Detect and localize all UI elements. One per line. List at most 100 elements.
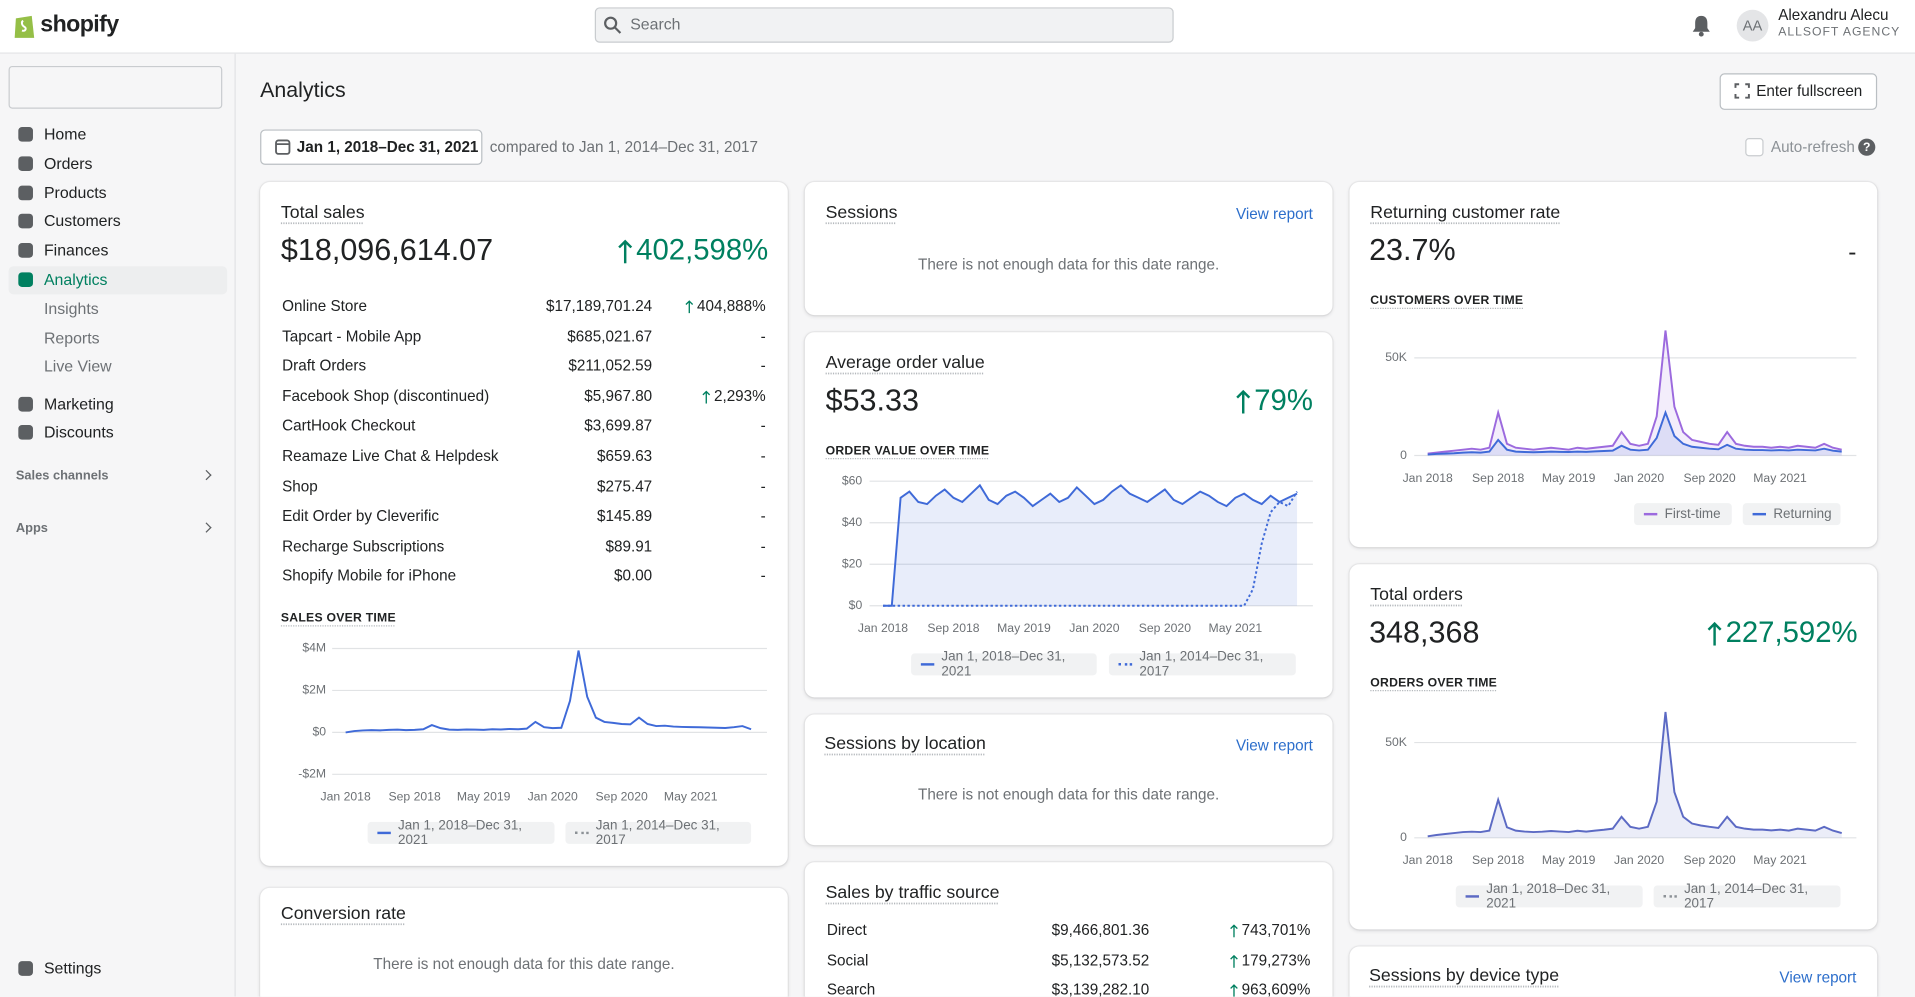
row-amount: $5,967.80: [584, 387, 653, 405]
nav-item[interactable]: Discounts: [43, 422, 114, 442]
empty-message: There is not enough data for this date r…: [917, 785, 1220, 804]
legend-swatch: [1752, 512, 1766, 516]
nav-section[interactable]: Sales channels: [15, 468, 109, 484]
auto-refresh-checkbox[interactable]: [1745, 138, 1764, 157]
view-report-link[interactable]: View report: [1779, 969, 1857, 987]
card-title: Conversion rate: [280, 904, 406, 924]
metric-value: $18,096,614.07: [280, 233, 494, 268]
nav-icon: [18, 185, 33, 201]
legend-item[interactable]: Jan 1, 2014–Dec 31, 2017: [1108, 650, 1296, 679]
card-title: Average order value: [825, 353, 985, 373]
row-change: -: [760, 447, 766, 465]
legend-swatch: [920, 663, 935, 666]
y-tick-label: 50K: [1385, 350, 1407, 364]
up-arrow: [1230, 954, 1238, 968]
legend-item[interactable]: Jan 1, 2014–Dec 31, 2017: [565, 818, 752, 848]
nav-section[interactable]: Apps: [15, 521, 48, 536]
series-area: [1427, 412, 1842, 456]
y-tick-label: $60: [842, 473, 863, 487]
x-tick-label: Jan 2020: [1614, 471, 1664, 485]
row-change: 179,273%: [1241, 951, 1311, 969]
nav-item[interactable]: Products: [43, 183, 107, 202]
legend-item[interactable]: First-time: [1634, 503, 1732, 526]
metric-change: 227,592%: [1725, 616, 1858, 650]
fullscreen-button[interactable]: [1719, 73, 1878, 110]
fullscreen-icon: [1734, 83, 1750, 99]
nav-icon: [18, 961, 33, 976]
row-change-group: 743,701%: [1230, 921, 1310, 939]
help-icon[interactable]: ?: [1858, 138, 1876, 156]
row-change-group: 404,888%: [685, 297, 766, 315]
series-area: [1427, 330, 1842, 456]
compared-range: compared to Jan 1, 2014–Dec 31, 2017: [489, 138, 758, 156]
store-selector[interactable]: [8, 65, 223, 109]
nav-subitem[interactable]: Insights: [43, 299, 99, 318]
card: [804, 181, 1333, 316]
avatar[interactable]: [1736, 9, 1769, 42]
metric-change: -: [1848, 239, 1857, 267]
chart-title: ORDERS OVER TIME: [1370, 676, 1498, 691]
chart-title: SALES OVER TIME: [280, 611, 396, 626]
x-tick-label: Jan 2020: [1614, 853, 1664, 867]
view-report-link[interactable]: View report: [1235, 205, 1313, 223]
card-title: Total orders: [1370, 585, 1463, 605]
nav-icon: [18, 213, 33, 229]
legend-label: Jan 1, 2018–Dec 31, 2021: [941, 649, 1066, 680]
legend-label: Jan 1, 2018–Dec 31, 2021: [398, 818, 523, 848]
row-change: 404,888%: [696, 297, 766, 315]
nav-subitem[interactable]: Reports: [43, 328, 100, 348]
nav-icon: [18, 243, 33, 258]
legend-item[interactable]: Jan 1, 2018–Dec 31, 2021: [911, 650, 1097, 679]
nav-item[interactable]: Analytics: [43, 270, 108, 289]
legend-item[interactable]: Jan 1, 2014–Dec 31, 2017: [1653, 882, 1841, 911]
x-tick-label: May 2019: [457, 790, 511, 804]
nav-icon: [18, 156, 33, 171]
metric-value: $53.33: [825, 383, 919, 418]
auto-refresh-label[interactable]: Auto-refresh: [1770, 138, 1855, 156]
x-tick-label: May 2019: [997, 621, 1051, 635]
x-tick-label: Jan 2018: [858, 621, 908, 635]
x-tick-label: Sep 2018: [927, 621, 979, 635]
up-arrow: [685, 300, 694, 314]
row-change-group: 2,293%: [702, 388, 766, 406]
series-line: [1427, 711, 1842, 838]
legend-item[interactable]: Returning: [1742, 503, 1841, 526]
nav-item[interactable]: Marketing: [43, 394, 114, 414]
search-placeholder[interactable]: Search: [630, 14, 681, 34]
fullscreen-label[interactable]: Enter fullscreen: [1756, 82, 1863, 100]
legend-item[interactable]: Jan 1, 2018–Dec 31, 2021: [1455, 882, 1643, 911]
nav-item[interactable]: Orders: [43, 154, 93, 173]
row-change: -: [760, 357, 766, 375]
x-tick-label: May 2021: [1209, 621, 1263, 635]
card: [1349, 181, 1878, 548]
row-change: 2,293%: [713, 387, 766, 405]
row-change: -: [760, 507, 766, 525]
series-line: [1427, 330, 1842, 455]
nav-subitem[interactable]: Live View: [43, 356, 112, 376]
view-report-link[interactable]: View report: [1235, 737, 1313, 755]
row-name: Draft Orders: [282, 357, 367, 375]
y-tick-label: $0: [313, 725, 327, 739]
nav-item[interactable]: Home: [43, 124, 87, 144]
row-amount: $9,466,801.36: [1051, 921, 1150, 939]
row-name: Edit Order by Cleverific: [282, 507, 440, 525]
date-range-button[interactable]: [260, 129, 483, 165]
x-tick-label: Sep 2020: [1139, 621, 1191, 635]
legend-label: Jan 1, 2014–Dec 31, 2017: [595, 818, 720, 848]
chart-title: ORDER VALUE OVER TIME: [825, 444, 990, 458]
nav-item[interactable]: Finances: [43, 240, 109, 260]
legend-item[interactable]: Jan 1, 2018–Dec 31, 2021: [367, 818, 555, 848]
card: [804, 862, 1333, 997]
avatar-initials: AA: [1742, 16, 1763, 34]
legend-swatch: [1663, 895, 1677, 898]
notification-bell[interactable]: [1692, 15, 1712, 37]
x-tick-label: May 2019: [1542, 471, 1596, 485]
legend-label: Jan 1, 2014–Dec 31, 2017: [1684, 881, 1809, 912]
nav-settings[interactable]: Settings: [43, 958, 102, 978]
search-box[interactable]: [594, 7, 1174, 43]
nav-item[interactable]: Customers: [43, 211, 121, 230]
card: [1349, 564, 1878, 930]
date-range[interactable]: Jan 1, 2018–Dec 31, 2021: [296, 138, 479, 156]
